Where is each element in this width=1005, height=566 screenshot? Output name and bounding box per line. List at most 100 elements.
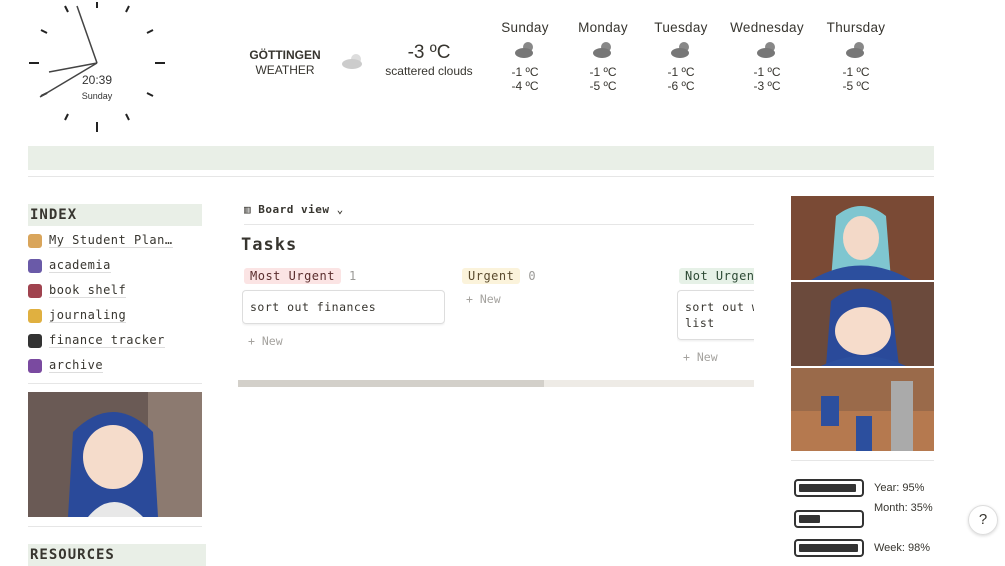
forecast-day: Tuesday -1 ºC -6 ºC <box>636 20 726 93</box>
new-button[interactable]: + New <box>466 292 501 306</box>
divider <box>28 383 202 384</box>
index-item[interactable]: archive <box>28 353 202 378</box>
column-count: 0 <box>528 269 536 283</box>
view-name: Board view <box>258 203 330 216</box>
item-icon <box>28 283 42 298</box>
new-label: New <box>479 292 501 306</box>
board-column: Urgent 0 + New <box>460 268 663 306</box>
view-tab[interactable]: ▥ Board view ⌄ <box>244 200 754 225</box>
divider <box>28 176 934 177</box>
clock-time: 20:39 <box>82 73 112 87</box>
board-title: Tasks <box>241 235 298 255</box>
temp: -3 ºC <box>407 42 451 63</box>
forecast-day: Sunday -1 ºC -4 ºC <box>480 20 570 93</box>
item-label: finance tracker <box>49 333 165 348</box>
board-column: Not Urgent sort out w list + New <box>677 268 754 364</box>
condition: scattered clouds <box>385 64 473 78</box>
icon-cloud <box>671 42 689 58</box>
high: -1 ºC <box>753 65 781 79</box>
item-label: book shelf <box>49 283 127 298</box>
low: -5 ºC <box>589 79 617 93</box>
icon-cloud <box>757 42 775 58</box>
item-icon <box>28 333 42 348</box>
item-label: journaling <box>49 308 127 323</box>
index-list: My Student Plan… academia book shelf journa… <box>28 228 202 378</box>
progress-fill <box>799 484 856 492</box>
index-item[interactable]: academia <box>28 253 202 278</box>
progress-label: Month: 35% <box>874 502 933 514</box>
icon <box>480 35 570 65</box>
clock-day: Sunday <box>82 91 113 101</box>
day: Monday <box>578 20 628 35</box>
new-button[interactable]: + New <box>248 334 283 348</box>
divider <box>28 526 202 527</box>
card[interactable]: sort out finances <box>242 290 445 324</box>
current-weather: -3 ºC scattered clouds <box>370 42 488 78</box>
icon <box>811 35 901 65</box>
index-item[interactable]: finance tracker <box>28 328 202 353</box>
high: -1 ºC <box>511 65 539 79</box>
high: -1 ºC <box>589 65 617 79</box>
icon <box>636 35 726 65</box>
icon-cloud <box>846 42 864 58</box>
weather-city: GÖTTINGEN WEATHER <box>240 48 330 78</box>
city: GÖTTINGEN <box>249 48 321 62</box>
banner <box>28 146 934 170</box>
icon <box>722 35 812 65</box>
progress-fill <box>799 544 858 552</box>
new-button[interactable]: + New <box>683 350 718 364</box>
new-label: New <box>696 350 718 364</box>
progress-fill <box>799 515 820 523</box>
index-item[interactable]: journaling <box>28 303 202 328</box>
column-count: 1 <box>348 269 357 283</box>
icon <box>558 35 648 65</box>
progress-label: Week: 98% <box>874 542 931 554</box>
sidebar: INDEX My Student Plan… academia book shelf… <box>28 204 202 384</box>
index-title: INDEX <box>28 204 202 226</box>
day: Wednesday <box>730 20 804 35</box>
column-tag: Not Urgent <box>679 268 754 284</box>
weather-icon <box>342 54 362 69</box>
column-tag: Urgent <box>462 268 521 284</box>
new-label: New <box>261 334 283 348</box>
clock: 20:39 Sunday <box>29 2 165 132</box>
progress-bar <box>794 510 864 528</box>
scroll-thumb[interactable] <box>238 380 544 387</box>
progress-label: Year: 95% <box>874 482 925 494</box>
forecast-day: Monday -1 ºC -5 ºC <box>558 20 648 93</box>
low: -4 ºC <box>511 79 539 93</box>
weather-label: WEATHER <box>255 63 315 77</box>
icon-cloud <box>515 42 533 58</box>
item-icon <box>28 358 42 373</box>
images <box>791 196 934 451</box>
item-label: My Student Plan… <box>49 233 173 248</box>
board-column: Most Urgent 1 sort out finances + New <box>242 268 445 348</box>
image <box>28 392 202 517</box>
scrollbar <box>238 380 754 387</box>
index-item[interactable]: My Student Plan… <box>28 228 202 253</box>
progress-bar <box>794 479 864 497</box>
day: Sunday <box>501 20 549 35</box>
card[interactable]: sort out w list <box>677 290 754 340</box>
day: Thursday <box>826 20 886 35</box>
index-item[interactable]: book shelf <box>28 278 202 303</box>
column-tag: Most Urgent <box>244 268 341 284</box>
progress-bar <box>794 539 864 557</box>
column-header: Most Urgent 1 <box>244 268 445 284</box>
board: ▥ Board view ⌄ Tasks <box>238 200 754 390</box>
item-label: academia <box>49 258 111 273</box>
item-icon <box>28 233 42 248</box>
divider <box>791 460 934 461</box>
icon-cloud <box>593 42 611 58</box>
help-button[interactable]: ? <box>968 505 998 535</box>
high: -1 ºC <box>842 65 870 79</box>
item-icon <box>28 308 42 323</box>
low: -3 ºC <box>753 79 781 93</box>
item-icon <box>28 258 42 273</box>
low: -5 ºC <box>842 79 870 93</box>
forecast-day: Wednesday -1 ºC -3 ºC <box>722 20 812 93</box>
column-header: Urgent 0 <box>462 268 663 284</box>
item-label: archive <box>49 358 104 373</box>
column-header: Not Urgent <box>679 268 754 284</box>
